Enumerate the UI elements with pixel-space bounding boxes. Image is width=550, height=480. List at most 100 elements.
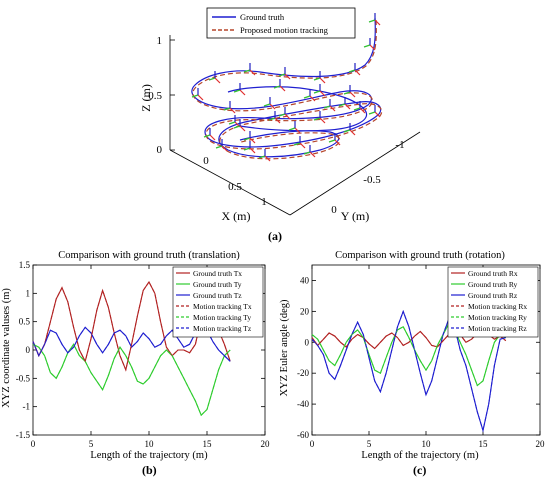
panel-label-a: (a) xyxy=(268,229,282,243)
pose-x-axis xyxy=(334,139,341,146)
pose-x-axis xyxy=(264,155,271,162)
x-tick-0-5: 0.5 xyxy=(228,181,242,193)
b-ytick-label: -0.5 xyxy=(16,373,31,383)
pose-y-axis xyxy=(313,117,321,121)
z-tick-0: 0 xyxy=(157,144,163,156)
chart-c-title: Comparison with ground truth (rotation) xyxy=(335,250,505,261)
y-axis-label: Y (m) xyxy=(341,209,370,223)
pose-x-axis xyxy=(319,90,326,97)
b-legend-entry: Ground truth Tx xyxy=(193,269,242,278)
c-legend-entry: Ground truth Rz xyxy=(468,291,518,300)
b-xtick-label: 5 xyxy=(89,439,94,449)
pose-y-axis xyxy=(293,142,301,146)
b-legend-entry: Ground truth Tz xyxy=(193,291,242,300)
b-ytick-label: -1 xyxy=(23,402,31,412)
panel-label-c: (c) xyxy=(413,463,427,477)
pose-x-axis xyxy=(374,111,381,118)
pose-x-axis xyxy=(344,103,351,110)
pose-x-axis xyxy=(309,151,316,158)
pose-y-axis xyxy=(243,69,251,73)
chart-c-xlabel: Length of the trajectory (m) xyxy=(361,450,479,461)
pose-x-axis xyxy=(239,89,246,96)
chart-b-legend: Ground truth Tx Ground truth Ty Ground tru… xyxy=(172,266,264,338)
pose-x-axis xyxy=(229,107,236,114)
c-xtick-label: 20 xyxy=(536,439,546,449)
pose-y-axis xyxy=(328,139,336,143)
b-ytick-label: 1 xyxy=(26,288,31,298)
chart-b-xlabel: Length of the trajectory (m) xyxy=(90,450,208,461)
c-ytick-label: -20 xyxy=(297,368,309,378)
pose-x-axis xyxy=(284,113,291,120)
c-xtick-label: 15 xyxy=(479,439,489,449)
pose-x-axis xyxy=(349,129,356,136)
pose-y-axis xyxy=(288,127,296,131)
c-xtick-label: 10 xyxy=(422,439,432,449)
pose-y-axis xyxy=(368,19,376,23)
c-ytick-label: 0 xyxy=(305,337,310,347)
pose-x-axis xyxy=(249,147,256,154)
pose-x-axis xyxy=(329,105,336,112)
b-legend-box xyxy=(172,266,264,338)
pose-x-axis xyxy=(269,103,276,110)
b-legend-entry: Ground truth Ty xyxy=(193,280,242,289)
pose-y-axis xyxy=(208,77,216,81)
x-tick-0: 0 xyxy=(203,155,209,167)
pose-y-axis xyxy=(233,125,241,129)
chart-b-title: Comparison with ground truth (translatio… xyxy=(58,250,240,261)
rotation-comparison-chart: Comparison with ground truth (rotation) … xyxy=(279,250,545,461)
y-tick-0: 0 xyxy=(331,204,337,216)
b-ytick-label: 0 xyxy=(26,345,31,355)
pose-y-axis xyxy=(278,73,286,77)
b-ytick-label: 1.5 xyxy=(19,260,31,270)
pose-x-axis xyxy=(294,127,301,134)
b-ytick-label: -1.5 xyxy=(16,430,31,440)
chart-b-ylabel: XYZ coordinate valuses (m) xyxy=(1,288,12,408)
pose-y-axis xyxy=(233,89,241,93)
pose-x-axis xyxy=(369,44,376,51)
c-legend-entry: Motion tracking Ry xyxy=(468,313,527,322)
y-tick-minus-1: -1 xyxy=(395,139,404,151)
pose-y-axis xyxy=(273,85,281,89)
pose-y-axis xyxy=(223,107,231,111)
panel-label-b: (b) xyxy=(142,463,157,477)
z-tick-0-5: 0.5 xyxy=(148,90,162,102)
pose-x-axis xyxy=(354,69,361,76)
c-legend-entry: Ground truth Ry xyxy=(468,280,518,289)
pose-x-axis xyxy=(221,145,228,152)
b-tracking-2-line xyxy=(32,343,231,417)
chart-c-ylabel: XYZ Euler angle (deg) xyxy=(279,299,290,397)
pose-y-axis xyxy=(303,151,311,155)
pose-y-axis xyxy=(243,137,251,141)
pose-y-axis xyxy=(343,91,351,95)
pose-y-axis xyxy=(215,145,223,149)
pose-y-axis xyxy=(353,107,361,111)
c-legend-entry: Motion tracking Rz xyxy=(468,324,527,333)
pose-y-axis xyxy=(313,77,321,81)
pose-x-axis xyxy=(249,69,256,76)
pose-y-axis xyxy=(228,121,236,125)
pose-y-axis xyxy=(191,94,199,98)
ground-truth-trajectory xyxy=(191,17,382,158)
pose-y-axis xyxy=(203,134,211,138)
b-ytick-label: 0.5 xyxy=(19,317,31,327)
b-xtick-label: 10 xyxy=(145,439,155,449)
z-tick-1: 1 xyxy=(157,35,163,47)
pose-x-axis xyxy=(349,91,356,98)
pose-x-axis xyxy=(374,19,381,26)
pose-x-axis xyxy=(249,137,256,144)
legend-3d: Ground truth Proposed motion tracking xyxy=(206,7,356,39)
c-ytick-label: -40 xyxy=(297,399,309,409)
b-xtick-label: 0 xyxy=(31,439,36,449)
pose-x-axis xyxy=(197,94,204,101)
c-tracking-2-line xyxy=(311,322,507,387)
tracking-trajectory xyxy=(192,19,383,160)
pose-y-axis xyxy=(263,103,271,107)
legend-proposed-tracking: Proposed motion tracking xyxy=(240,25,329,35)
pose-x-axis xyxy=(309,95,316,102)
pose-y-axis xyxy=(348,69,356,73)
pose-frame-markers xyxy=(191,13,381,162)
c-xtick-label: 0 xyxy=(310,439,315,449)
b-xtick-label: 20 xyxy=(261,439,271,449)
legend-ground-truth: Ground truth xyxy=(240,12,285,22)
pose-x-axis xyxy=(239,125,246,132)
